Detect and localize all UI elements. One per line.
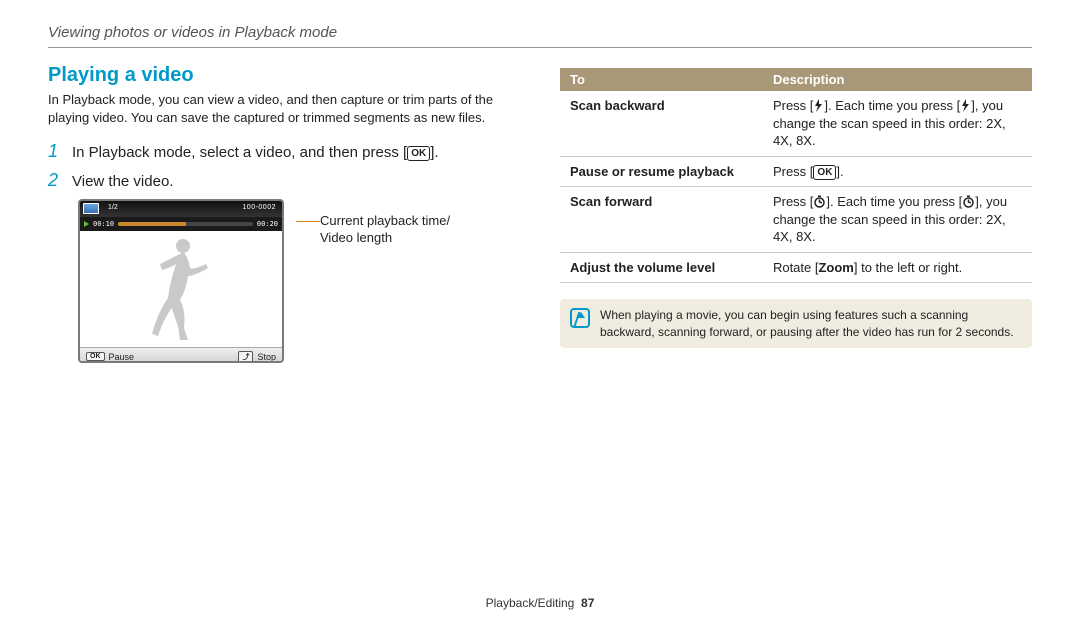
timer-icon — [962, 195, 975, 208]
ok-icon: OK — [407, 146, 430, 161]
table-row: Scan forwardPress []. Each time you pres… — [560, 187, 1032, 253]
table-row: Pause or resume playbackPress [OK]. — [560, 156, 1032, 187]
cell-to: Pause or resume playback — [560, 156, 763, 187]
note-text: When playing a movie, you can begin usin… — [600, 307, 1022, 339]
cell-description: Press [OK]. — [763, 156, 1032, 187]
cell-to: Adjust the volume level — [560, 252, 763, 283]
step-1: 1 In Playback mode, select a video, and … — [48, 141, 520, 162]
breadcrumb: Viewing photos or videos in Playback mod… — [48, 24, 1032, 41]
page-footer: Playback/Editing 87 — [0, 596, 1080, 610]
footer-section: Playback/Editing — [486, 596, 575, 610]
cell-description: Press []. Each time you press [], you ch… — [763, 187, 1032, 253]
timer-icon — [813, 195, 826, 208]
camera-top-bar: 1/2 100-0002 — [80, 201, 282, 217]
section-heading: Playing a video — [48, 64, 520, 87]
note-box: When playing a movie, you can begin usin… — [560, 299, 1032, 347]
camera-bottom-bar: OK Pause ⤴ Stop — [80, 347, 282, 363]
flash-icon — [813, 99, 824, 112]
bold-text: Zoom — [818, 260, 853, 275]
step-text: In Playback mode, select a video, and th… — [72, 144, 407, 161]
thumbnail-icon — [83, 203, 99, 214]
callout-line — [296, 221, 320, 222]
progress-track — [118, 222, 253, 226]
callout-text-2: Video length — [320, 230, 450, 247]
play-icon — [84, 221, 89, 227]
step-number: 2 — [48, 170, 62, 191]
cell-description: Rotate [Zoom] to the left or right. — [763, 252, 1032, 283]
counter-text: 1/2 — [108, 204, 118, 211]
divider — [48, 47, 1032, 48]
intro-text: In Playback mode, you can view a video, … — [48, 91, 520, 127]
cell-to: Scan forward — [560, 187, 763, 253]
cell-to: Scan backward — [560, 91, 763, 156]
time-total: 00:20 — [257, 220, 278, 228]
note-icon — [570, 308, 590, 328]
dancer-silhouette — [136, 234, 226, 344]
footer-page: 87 — [581, 596, 594, 610]
file-number-text: 100-0002 — [242, 204, 276, 211]
stop-chip-icon: ⤴ — [238, 351, 253, 363]
col-description: Description — [763, 68, 1032, 91]
pause-label: Pause — [109, 352, 135, 362]
ok-chip: OK — [86, 352, 105, 361]
cell-description: Press []. Each time you press [], you ch… — [763, 91, 1032, 156]
col-to: To — [560, 68, 763, 91]
controls-table: To Description Scan backwardPress []. Ea… — [560, 68, 1032, 283]
callout-text-1: Current playback time/ — [320, 213, 450, 230]
stop-label: Stop — [257, 352, 276, 362]
step-text: View the video. — [72, 173, 173, 190]
ok-icon: OK — [813, 165, 836, 180]
table-row: Scan backwardPress []. Each time you pre… — [560, 91, 1032, 156]
step-number: 1 — [48, 141, 62, 162]
step-2: 2 View the video. — [48, 170, 520, 191]
camera-preview: 1/2 100-0002 00:10 00:20 — [78, 199, 284, 363]
camera-body — [80, 231, 282, 347]
progress-fill — [118, 222, 185, 226]
time-current: 00:10 — [93, 220, 114, 228]
camera-time-bar: 00:10 00:20 — [80, 217, 282, 231]
flash-icon — [960, 99, 971, 112]
table-row: Adjust the volume levelRotate [Zoom] to … — [560, 252, 1032, 283]
step-text-suffix: ]. — [430, 144, 438, 161]
